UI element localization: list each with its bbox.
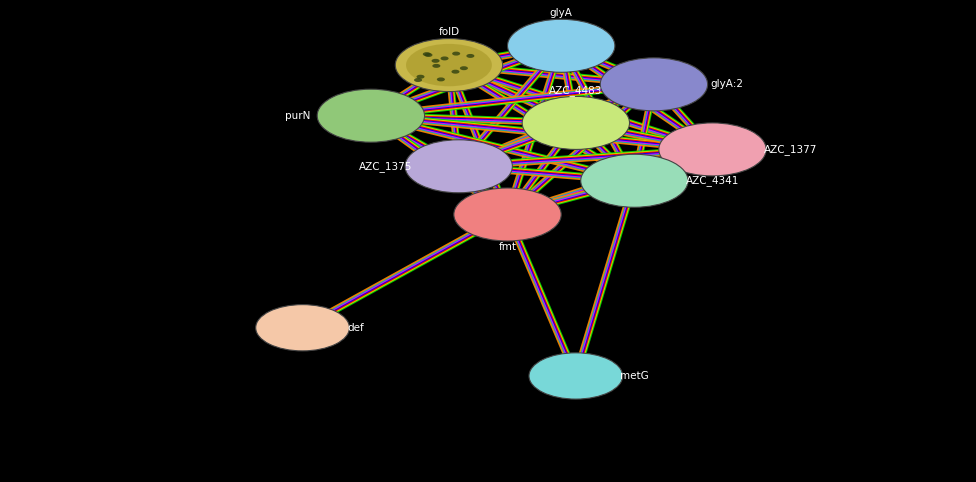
Text: AZC_4341: AZC_4341 (686, 175, 739, 186)
Ellipse shape (467, 54, 474, 58)
Ellipse shape (581, 154, 688, 207)
Text: AZC_1377: AZC_1377 (764, 144, 817, 155)
Ellipse shape (256, 305, 349, 351)
Text: AZC_4483: AZC_4483 (549, 85, 602, 95)
Ellipse shape (659, 123, 766, 176)
Text: purN: purN (285, 111, 310, 120)
Ellipse shape (317, 89, 425, 142)
Ellipse shape (600, 58, 708, 111)
Ellipse shape (460, 66, 468, 70)
Text: def: def (347, 323, 365, 333)
Ellipse shape (406, 44, 492, 86)
Text: glyA:2: glyA:2 (711, 80, 744, 89)
Ellipse shape (440, 56, 449, 60)
Ellipse shape (417, 75, 425, 79)
Ellipse shape (454, 188, 561, 241)
Ellipse shape (522, 96, 630, 149)
Text: folD: folD (438, 27, 460, 37)
Ellipse shape (395, 39, 503, 92)
Ellipse shape (437, 78, 445, 81)
Ellipse shape (425, 53, 432, 57)
Ellipse shape (432, 64, 440, 68)
Ellipse shape (414, 78, 422, 82)
Ellipse shape (452, 52, 461, 55)
Ellipse shape (431, 59, 439, 63)
Text: AZC_1375: AZC_1375 (359, 161, 412, 172)
Text: glyA: glyA (549, 8, 573, 18)
Ellipse shape (405, 140, 512, 193)
Ellipse shape (529, 353, 623, 399)
Text: fmt: fmt (499, 242, 516, 252)
Ellipse shape (452, 70, 460, 74)
Ellipse shape (423, 52, 430, 56)
Ellipse shape (508, 19, 615, 72)
Text: metG: metG (620, 371, 649, 381)
